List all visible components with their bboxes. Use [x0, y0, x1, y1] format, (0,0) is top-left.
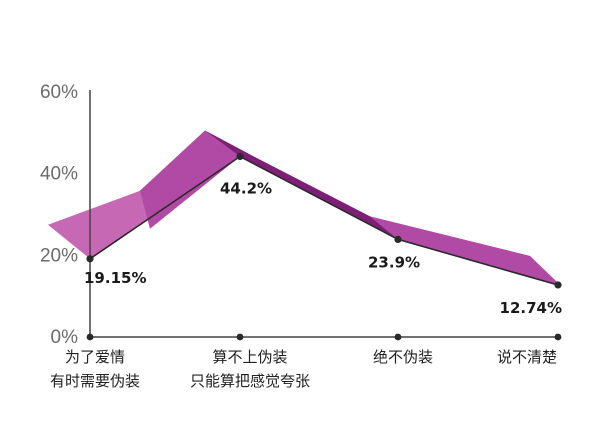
x-category-label: 说不清楚: [497, 348, 557, 366]
x-category-label: 只能算把感觉夸张: [190, 372, 310, 390]
x-tick-dot: [86, 333, 94, 341]
data-label: 19.15%: [84, 269, 146, 287]
ribbon-tail: [370, 216, 558, 285]
data-label: 23.9%: [368, 253, 420, 271]
x-category-label: 绝不伪装: [373, 348, 433, 366]
y-tick-label: 20%: [40, 245, 78, 266]
x-category-label: 有时需要伪装: [50, 372, 140, 390]
x-category-label: 为了爱情: [65, 348, 125, 366]
data-point: [554, 281, 562, 289]
y-tick-label: 40%: [40, 164, 78, 185]
data-point: [394, 235, 402, 244]
ribbon-band: [48, 130, 558, 285]
x-tick-dot: [554, 333, 562, 341]
y-tick-label: 60%: [40, 82, 78, 103]
y-tick-label: 0%: [51, 327, 79, 348]
data-labels: 19.15% 44.2% 23.9% 12.74%: [84, 180, 562, 317]
x-category-label: 算不上伪装: [212, 348, 287, 366]
data-markers: [86, 152, 562, 341]
ribbon-face: [140, 130, 240, 229]
y-axis-ticks: 0% 20% 40% 60%: [40, 82, 78, 348]
x-tick-dot: [394, 333, 402, 341]
x-tick-dot: [236, 333, 244, 341]
data-point: [236, 152, 244, 161]
ribbon-twist: [205, 130, 398, 240]
data-point: [86, 255, 94, 263]
data-label: 44.2%: [220, 180, 272, 198]
series-line: [89, 155, 559, 286]
data-label: 12.74%: [500, 299, 562, 317]
